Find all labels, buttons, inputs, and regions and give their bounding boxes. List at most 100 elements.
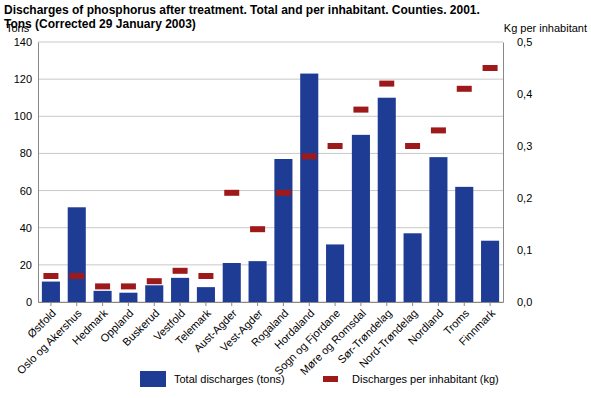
marker <box>173 268 188 274</box>
bar <box>326 244 344 302</box>
tick-mark <box>50 302 51 306</box>
tick-label: 100 <box>14 110 32 122</box>
bar <box>404 233 422 302</box>
bar <box>249 261 267 302</box>
tick: 140 <box>14 36 38 48</box>
plot-area <box>42 65 499 302</box>
marker <box>328 143 343 149</box>
bar <box>429 157 447 302</box>
marker <box>431 127 446 133</box>
bar <box>68 207 86 302</box>
x-axis: ØstfoldOslo og AkershusHedmarkOpplandBus… <box>14 302 503 377</box>
tick-mark <box>76 302 77 306</box>
bar <box>455 187 473 302</box>
tick-label: Nordland <box>406 307 446 347</box>
tick-label: Buskerud <box>120 307 161 348</box>
y-axis-line <box>38 43 39 303</box>
tick-mark <box>128 302 129 306</box>
tick-mark <box>257 302 258 306</box>
bar <box>119 293 137 302</box>
tick-label: 0,4 <box>517 88 532 100</box>
bar <box>42 282 60 302</box>
marker <box>69 273 84 279</box>
tick: 120 <box>14 73 38 85</box>
legend-swatch <box>140 371 166 387</box>
series-0 <box>42 74 499 302</box>
tick-mark <box>102 302 103 306</box>
tick: 100 <box>14 110 38 122</box>
tick-label: 0,2 <box>517 192 532 204</box>
tick-mark <box>335 302 336 306</box>
bar <box>197 287 215 302</box>
tick: Finnmark <box>456 302 497 348</box>
tick-mark <box>386 302 387 306</box>
marker <box>353 107 368 113</box>
grid-line <box>38 116 503 117</box>
tick-label: 120 <box>14 73 32 85</box>
title: Discharges of phosphorus after treatment… <box>4 3 480 31</box>
tick-mark <box>438 302 439 306</box>
tick-mark <box>490 302 491 306</box>
tick: 0,0 <box>503 296 532 308</box>
y-axis-title: Tons <box>6 22 30 34</box>
tick-mark <box>412 302 413 306</box>
tick: 0 <box>26 296 38 308</box>
series-1 <box>43 65 497 289</box>
marker <box>483 65 498 71</box>
tick: 0,3 <box>503 140 532 152</box>
y-axis: 0 20 40 60 80 100 120 140 <box>14 36 39 308</box>
tick: 0,2 <box>503 192 532 204</box>
grid-line <box>38 153 503 154</box>
legend-label: Discharges per inhabitant (kg) <box>352 373 499 385</box>
tick: 20 <box>20 259 38 271</box>
x-axis-line <box>39 302 504 303</box>
tick: 0,4 <box>503 88 532 100</box>
tick-mark <box>154 302 155 306</box>
tick-label: 140 <box>14 36 32 48</box>
tick-label: 0,5 <box>517 36 532 48</box>
tick-mark <box>205 302 206 306</box>
tick: 80 <box>20 147 38 159</box>
tick: 60 <box>20 185 38 197</box>
marker <box>224 190 239 196</box>
legend-item: Total discharges (tons) <box>140 371 285 387</box>
chart: Discharges of phosphorus after treatment… <box>0 0 591 398</box>
marker <box>379 81 394 87</box>
legend: Total discharges (tons) Discharges per in… <box>140 371 499 387</box>
marker <box>457 86 472 92</box>
bar <box>223 263 241 302</box>
tick-mark <box>309 302 310 306</box>
tick: Buskerud <box>120 302 161 348</box>
y2-axis-title: Kg per inhabitant <box>504 22 587 34</box>
y2-axis-line <box>503 43 504 303</box>
legend-label: Total discharges (tons) <box>174 373 285 385</box>
tick-mark <box>180 302 181 306</box>
tick-mark <box>464 302 465 306</box>
bar <box>300 74 318 302</box>
tick-label: 80 <box>20 147 32 159</box>
bar <box>171 278 189 302</box>
tick-mark <box>283 302 284 306</box>
tick-label: 60 <box>20 185 32 197</box>
marker <box>95 283 110 289</box>
bar <box>352 135 370 302</box>
tick: Nordland <box>406 302 446 347</box>
marker <box>121 283 136 289</box>
tick: 0,5 <box>503 36 532 48</box>
tick-label: 0,1 <box>517 244 532 256</box>
marker <box>43 273 58 279</box>
tick: 40 <box>20 222 38 234</box>
tick-label: 0,3 <box>517 140 532 152</box>
bar <box>378 98 396 302</box>
y2-axis: 0,0 0,1 0,2 0,3 0,4 0,5 <box>503 36 532 308</box>
marker <box>302 153 317 159</box>
grid-line <box>38 42 503 43</box>
grid-line <box>38 79 503 80</box>
tick-mark <box>360 302 361 306</box>
legend-swatch <box>323 376 338 382</box>
bar <box>94 291 112 302</box>
legend-item: Discharges per inhabitant (kg) <box>323 373 499 385</box>
marker <box>250 226 265 232</box>
marker <box>147 278 162 284</box>
tick-label: 20 <box>20 259 32 271</box>
